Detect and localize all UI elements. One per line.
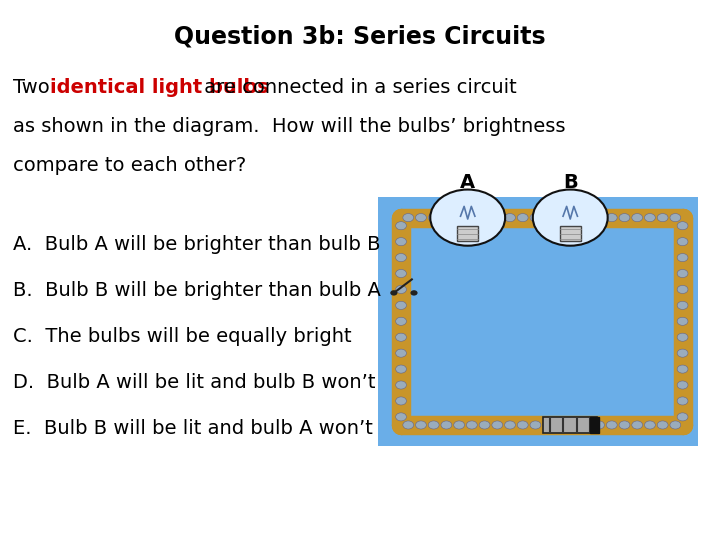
Circle shape xyxy=(619,213,630,221)
Bar xyxy=(378,197,698,446)
Circle shape xyxy=(670,421,681,429)
Text: as shown in the diagram.  How will the bulbs’ brightness: as shown in the diagram. How will the bu… xyxy=(13,117,565,136)
Circle shape xyxy=(396,269,406,278)
Circle shape xyxy=(492,421,503,429)
Circle shape xyxy=(428,213,439,221)
Circle shape xyxy=(568,213,579,221)
Circle shape xyxy=(632,213,643,221)
Circle shape xyxy=(593,213,604,221)
Circle shape xyxy=(396,254,406,262)
Circle shape xyxy=(403,213,414,221)
Circle shape xyxy=(480,213,490,221)
Circle shape xyxy=(581,421,592,429)
Circle shape xyxy=(677,254,688,262)
Text: A: A xyxy=(460,173,475,192)
Text: identical light bulbs: identical light bulbs xyxy=(50,78,269,97)
Circle shape xyxy=(396,285,406,294)
Circle shape xyxy=(677,397,688,405)
Circle shape xyxy=(606,213,617,221)
Circle shape xyxy=(644,213,655,221)
Circle shape xyxy=(533,190,608,246)
Circle shape xyxy=(677,317,688,325)
Circle shape xyxy=(390,290,397,295)
Circle shape xyxy=(657,421,668,429)
Circle shape xyxy=(415,213,426,221)
Circle shape xyxy=(428,421,439,429)
Circle shape xyxy=(555,213,566,221)
Circle shape xyxy=(431,190,505,246)
Bar xyxy=(457,226,478,241)
Circle shape xyxy=(396,333,406,341)
Circle shape xyxy=(619,421,630,429)
Circle shape xyxy=(396,317,406,325)
Circle shape xyxy=(677,269,688,278)
Circle shape xyxy=(396,365,406,373)
Circle shape xyxy=(467,213,477,221)
Circle shape xyxy=(396,349,406,357)
Circle shape xyxy=(606,421,617,429)
Text: B: B xyxy=(563,173,577,192)
Text: A.  Bulb A will be brighter than bulb B: A. Bulb A will be brighter than bulb B xyxy=(13,235,380,254)
Circle shape xyxy=(396,301,406,309)
Circle shape xyxy=(505,421,516,429)
Circle shape xyxy=(530,421,541,429)
Circle shape xyxy=(415,421,426,429)
Circle shape xyxy=(632,421,643,429)
Circle shape xyxy=(670,213,681,221)
Circle shape xyxy=(396,413,406,421)
Circle shape xyxy=(677,413,688,421)
Text: compare to each other?: compare to each other? xyxy=(13,156,246,175)
Circle shape xyxy=(677,381,688,389)
Circle shape xyxy=(396,221,406,230)
Circle shape xyxy=(454,421,464,429)
Circle shape xyxy=(396,381,406,389)
Bar xyxy=(544,417,598,433)
Circle shape xyxy=(518,213,528,221)
Circle shape xyxy=(657,213,668,221)
Circle shape xyxy=(677,333,688,341)
Circle shape xyxy=(454,213,464,221)
Bar xyxy=(560,226,580,241)
Circle shape xyxy=(441,213,452,221)
Bar xyxy=(590,417,599,433)
Circle shape xyxy=(644,421,655,429)
Circle shape xyxy=(593,421,604,429)
Text: E.  Bulb B will be lit and bulb A won’t: E. Bulb B will be lit and bulb A won’t xyxy=(13,418,373,437)
Text: Two: Two xyxy=(13,78,56,97)
Circle shape xyxy=(543,213,554,221)
Circle shape xyxy=(568,421,579,429)
Text: are connected in a series circuit: are connected in a series circuit xyxy=(198,78,517,97)
Circle shape xyxy=(555,421,566,429)
Circle shape xyxy=(518,421,528,429)
Circle shape xyxy=(396,397,406,405)
Circle shape xyxy=(677,221,688,230)
Circle shape xyxy=(396,238,406,246)
Text: D.  Bulb A will be lit and bulb B won’t: D. Bulb A will be lit and bulb B won’t xyxy=(13,373,375,392)
Circle shape xyxy=(581,213,592,221)
Circle shape xyxy=(677,285,688,294)
Circle shape xyxy=(492,213,503,221)
Circle shape xyxy=(410,290,418,295)
Circle shape xyxy=(467,421,477,429)
Circle shape xyxy=(505,213,516,221)
Circle shape xyxy=(543,421,554,429)
Circle shape xyxy=(530,213,541,221)
Circle shape xyxy=(480,421,490,429)
Text: C.  The bulbs will be equally bright: C. The bulbs will be equally bright xyxy=(13,327,351,346)
Circle shape xyxy=(677,349,688,357)
Circle shape xyxy=(441,421,452,429)
Text: Question 3b: Series Circuits: Question 3b: Series Circuits xyxy=(174,24,546,48)
Circle shape xyxy=(677,238,688,246)
Circle shape xyxy=(677,365,688,373)
Text: B.  Bulb B will be brighter than bulb A: B. Bulb B will be brighter than bulb A xyxy=(13,281,381,300)
Circle shape xyxy=(677,301,688,309)
Circle shape xyxy=(403,421,414,429)
